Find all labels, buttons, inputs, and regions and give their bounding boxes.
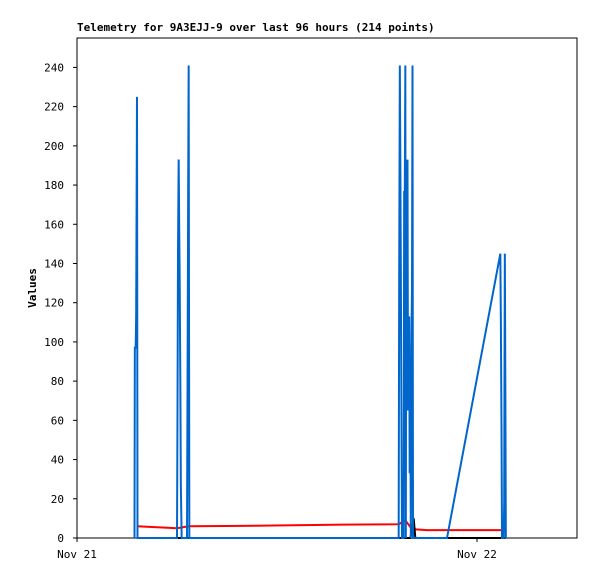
y-axis-label: Values: [26, 268, 39, 308]
y-tick-label: 200: [44, 140, 64, 153]
y-tick-label: 140: [44, 257, 64, 270]
y-tick-label: 60: [51, 414, 64, 427]
y-tick-label: 240: [44, 61, 64, 74]
y-tick-label: 40: [51, 454, 64, 467]
y-tick-label: 100: [44, 336, 64, 349]
y-tick-label: 220: [44, 101, 64, 114]
y-tick-label: 160: [44, 218, 64, 231]
y-tick-label: 0: [57, 532, 64, 545]
y-tick-label: 80: [51, 375, 64, 388]
y-tick-label: 180: [44, 179, 64, 192]
y-tick-label: 120: [44, 297, 64, 310]
chart-title: Telemetry for 9A3EJJ-9 over last 96 hour…: [77, 21, 435, 34]
series-line: [136, 519, 506, 532]
series-line: [133, 65, 507, 539]
y-tick-label: 20: [51, 493, 64, 506]
x-tick-label: Nov 22: [457, 548, 497, 561]
x-tick-label: Nov 21: [57, 548, 97, 561]
